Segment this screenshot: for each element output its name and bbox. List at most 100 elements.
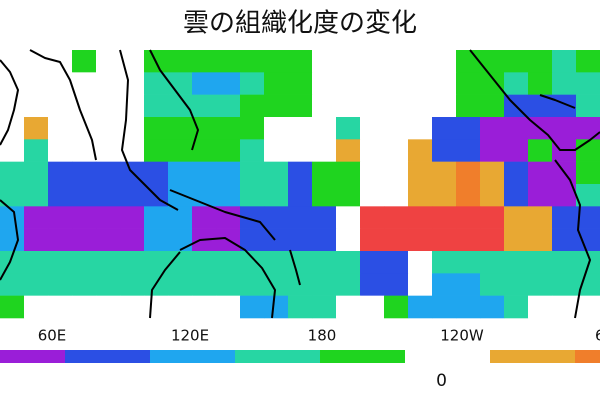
grid-cell (432, 295, 457, 319)
grid-cell (144, 295, 169, 319)
grid-cell (96, 206, 121, 229)
grid-cell (288, 117, 313, 140)
grid-cell (0, 161, 25, 185)
grid-cell (336, 117, 361, 140)
colorbar-segment (575, 350, 600, 363)
colorbar-segment (65, 350, 150, 363)
grid-cell (384, 273, 409, 296)
grid-cell (432, 161, 457, 185)
grid-cell (504, 50, 529, 73)
grid-cell (120, 295, 145, 319)
grid-cell (192, 72, 217, 95)
grid-cell (336, 184, 361, 207)
grid-cell (408, 228, 433, 252)
grid-cell (120, 251, 145, 274)
grid-cell (96, 184, 121, 207)
colorbar-segment (405, 350, 490, 363)
grid-cell (168, 295, 193, 319)
grid-cell (168, 94, 193, 118)
grid-cell (312, 139, 337, 162)
grid-cell (24, 251, 49, 274)
grid-cell (96, 228, 121, 252)
grid-cell (144, 117, 169, 140)
grid-cell (432, 94, 457, 118)
grid-cell (312, 117, 337, 140)
coastline (539, 94, 576, 109)
grid-cell (360, 94, 385, 118)
grid-cell (432, 72, 457, 95)
grid-cell (48, 251, 73, 274)
grid-cell (24, 228, 49, 252)
grid-cell (192, 251, 217, 274)
grid-cell (360, 161, 385, 185)
grid-cell (96, 94, 121, 118)
grid-cell (144, 251, 169, 274)
colorbar-segment (320, 350, 405, 363)
grid-cell (336, 295, 361, 319)
grid-cell (456, 228, 481, 252)
grid-cell (264, 50, 289, 73)
grid-cell (504, 251, 529, 274)
grid-cell (576, 184, 600, 207)
grid-cell (576, 117, 600, 140)
grid-cell (216, 139, 241, 162)
colorbar-segment (235, 350, 320, 363)
grid-cell (192, 139, 217, 162)
grid-cell (528, 184, 553, 207)
grid-cell (216, 295, 241, 319)
grid-cell (168, 206, 193, 229)
grid-cell (360, 251, 385, 274)
grid-cell (360, 117, 385, 140)
grid-cell (504, 206, 529, 229)
grid-cell (312, 251, 337, 274)
grid-cell (264, 117, 289, 140)
grid-cell (240, 50, 265, 73)
grid-cell (312, 184, 337, 207)
grid-cell (240, 295, 265, 319)
grid-cell (384, 117, 409, 140)
grid-cell (240, 184, 265, 207)
grid-cell (288, 251, 313, 274)
coastline (0, 199, 19, 281)
coastline (149, 251, 181, 319)
grid-cell (192, 94, 217, 118)
grid-cell (504, 139, 529, 162)
grid-cell (168, 228, 193, 252)
grid-cell (0, 295, 25, 319)
coastline (169, 189, 276, 241)
grid-cell (456, 206, 481, 229)
grid-cell (384, 72, 409, 95)
grid-cell (576, 161, 600, 185)
grid-cell (408, 161, 433, 185)
grid-cell (96, 161, 121, 185)
grid-cell (312, 206, 337, 229)
grid-cell (576, 139, 600, 162)
grid-cell (408, 206, 433, 229)
grid-cell (120, 206, 145, 229)
grid-cell (240, 273, 265, 296)
grid-cell (192, 295, 217, 319)
grid-cell (24, 273, 49, 296)
grid-cell (480, 273, 505, 296)
grid-cell (312, 94, 337, 118)
grid-cell (96, 273, 121, 296)
grid-cell (144, 72, 169, 95)
grid-cell (48, 72, 73, 95)
grid-cell (24, 295, 49, 319)
colorbar-segment (150, 350, 235, 363)
grid-cell (312, 273, 337, 296)
grid-cell (120, 228, 145, 252)
grid-cell (552, 295, 577, 319)
grid-cell (552, 50, 577, 73)
grid-cell (576, 50, 600, 73)
grid-cell (0, 94, 25, 118)
coastline (119, 49, 179, 211)
grid-cell (192, 161, 217, 185)
colorbar-label: 0 (436, 371, 447, 391)
grid-cell (504, 117, 529, 140)
grid-cell (240, 117, 265, 140)
grid-cell (48, 117, 73, 140)
grid-cell (264, 206, 289, 229)
grid-cell (528, 94, 553, 118)
